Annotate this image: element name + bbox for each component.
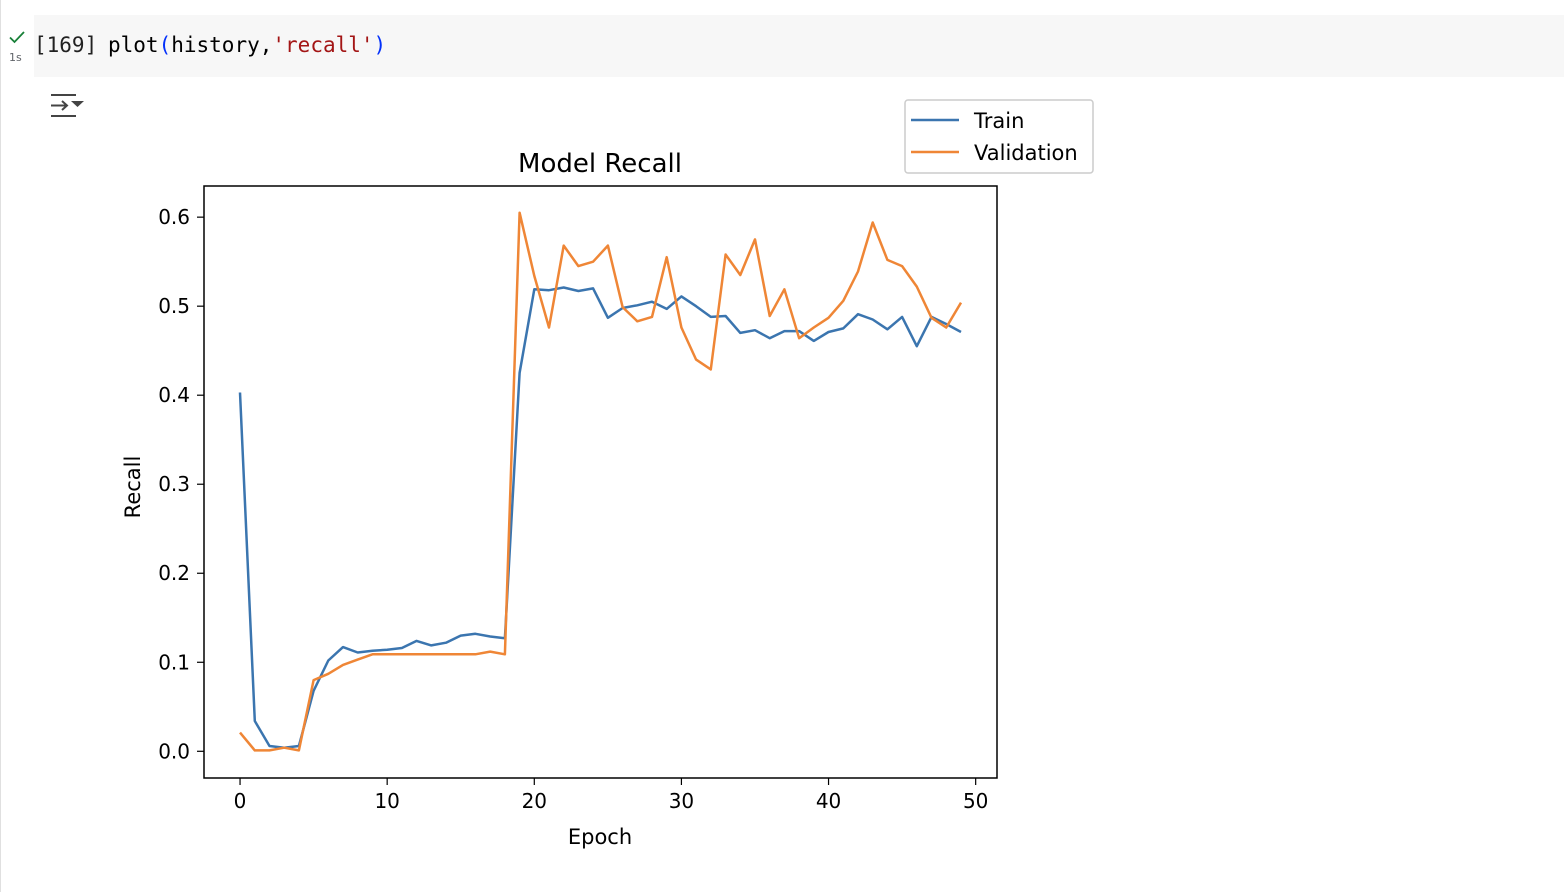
y-axis: 0.0 0.1 0.2 0.3 0.4 0.5 0.6 — [158, 205, 204, 763]
series-line-validation — [239, 211, 963, 752]
output-collapse-icon[interactable] — [48, 90, 88, 122]
code-arg-history: history, — [171, 33, 273, 57]
chart-title: Model Recall — [518, 149, 682, 179]
x-tick-label: 30 — [669, 789, 694, 813]
legend-label-validation: Validation — [974, 141, 1078, 165]
code-open-paren: ( — [158, 33, 172, 57]
x-tick-label: 20 — [522, 789, 547, 813]
x-axis: 0 10 20 30 40 50 — [234, 778, 988, 813]
y-tick-label: 0.6 — [158, 205, 190, 229]
run-duration: 1s — [9, 51, 22, 64]
checkmark-icon — [9, 31, 25, 44]
code-func-name: plot — [108, 33, 159, 57]
code-arg-string: 'recall' — [272, 33, 374, 57]
y-tick-label: 0.0 — [158, 739, 190, 763]
y-tick-label: 0.4 — [158, 383, 190, 407]
x-axis-label: Epoch — [568, 825, 632, 849]
legend-box — [904, 99, 1094, 174]
y-axis-label: Recall — [121, 456, 145, 519]
execution-count: [169] — [34, 33, 98, 57]
x-tick-label: 40 — [816, 789, 841, 813]
x-tick-label: 10 — [374, 789, 399, 813]
notebook-left-border — [0, 0, 1, 892]
legend: Train Validation — [904, 99, 1094, 174]
y-tick-label: 0.5 — [158, 294, 190, 318]
code-cell[interactable] — [34, 15, 1564, 77]
cell-gutter: 1s — [0, 14, 34, 74]
y-tick-label: 0.3 — [158, 472, 190, 496]
legend-label-train: Train — [973, 109, 1024, 133]
code-close-paren: ) — [373, 33, 387, 57]
y-tick-label: 0.2 — [158, 561, 190, 585]
chart-series-group — [238, 211, 963, 752]
plot-frame — [203, 185, 998, 779]
series-line-train — [238, 286, 962, 749]
recall-chart: 0 10 20 30 40 50 0.0 0.1 0.2 0.3 0.4 0.5 0.6 Model … — [121, 99, 1094, 849]
y-tick-label: 0.1 — [158, 650, 190, 674]
x-tick-label: 50 — [963, 789, 988, 813]
x-tick-label: 0 — [234, 789, 247, 813]
code-line[interactable]: plot(history,'recall') — [108, 33, 386, 57]
